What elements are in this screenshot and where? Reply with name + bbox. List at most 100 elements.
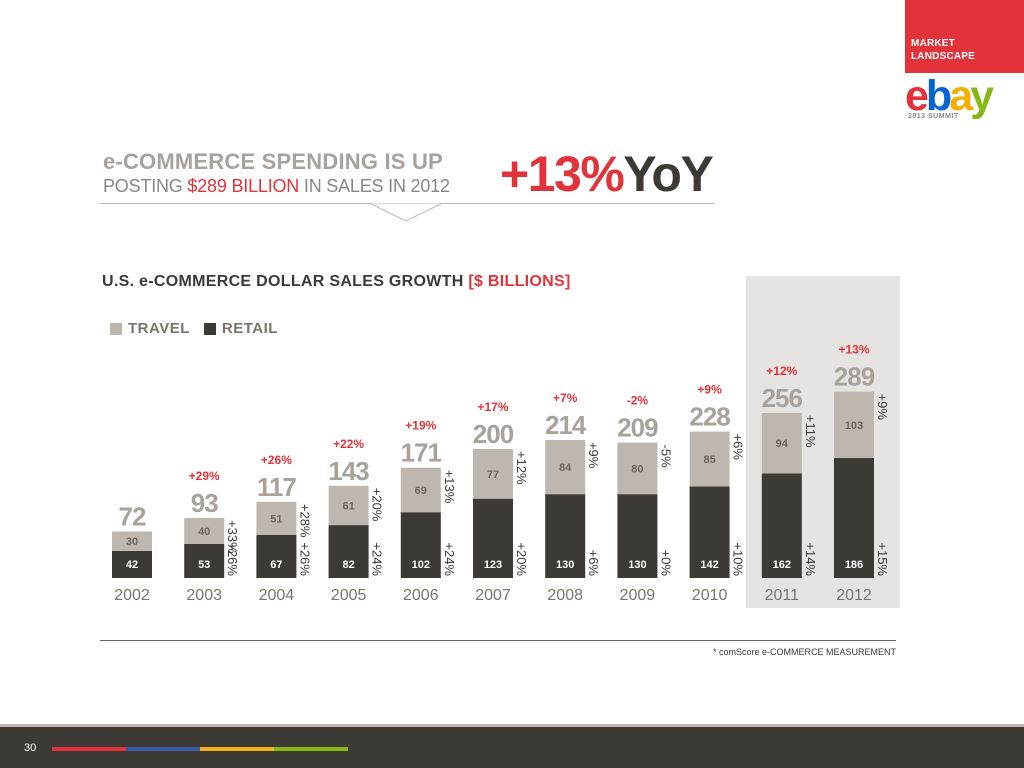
travel-growth-2003: +33% bbox=[225, 520, 240, 554]
retail-growth-2010: +10% bbox=[731, 542, 746, 576]
legend-label-retail: RETAIL bbox=[221, 320, 278, 337]
data-label-travel-2008: 84 bbox=[559, 462, 572, 474]
retail-growth-2006: +24% bbox=[442, 542, 457, 576]
x-tick-label-2004: 2004 bbox=[259, 587, 295, 604]
section-label-line2: LANDSCAPE bbox=[911, 51, 976, 62]
travel-growth-2008: +9% bbox=[586, 442, 601, 469]
retail-growth-2012: +15% bbox=[875, 542, 890, 576]
legend-swatch-retail bbox=[203, 322, 216, 335]
bar-travel-2002 bbox=[112, 531, 152, 551]
travel-growth-2012: +9% bbox=[875, 394, 890, 421]
subheadline-post: IN SALES IN 2012 bbox=[299, 176, 450, 196]
bar-retail-2004 bbox=[256, 534, 297, 578]
logo-letter-b: b bbox=[925, 72, 952, 120]
total-label-2004: 117 bbox=[257, 472, 296, 502]
x-tick-label-2010: 2010 bbox=[692, 587, 728, 604]
total-label-2012: 289 bbox=[834, 362, 875, 392]
travel-growth-2004: +28% bbox=[297, 504, 312, 538]
data-label-retail-2008: 130 bbox=[556, 559, 574, 571]
data-label-travel-2004: 51 bbox=[270, 513, 282, 525]
chart-baseline-rule bbox=[100, 640, 896, 641]
data-label-retail-2005: 82 bbox=[342, 559, 354, 571]
travel-growth-2011: +11% bbox=[803, 415, 818, 448]
total-growth-2005: +22% bbox=[333, 437, 364, 451]
retail-growth-2005: +24% bbox=[370, 542, 385, 576]
total-label-2005: 143 bbox=[328, 456, 369, 486]
bar-travel-2004 bbox=[256, 501, 297, 535]
bar-travel-2011 bbox=[761, 412, 802, 474]
yoy-callout: +13%YoY bbox=[500, 146, 714, 202]
divider-notch bbox=[370, 203, 442, 222]
total-growth-2008: +7% bbox=[553, 391, 578, 405]
subheadline-highlight: $289 BILLION bbox=[187, 176, 300, 196]
x-tick-label-2008: 2008 bbox=[547, 587, 583, 604]
total-label-2002: 72 bbox=[119, 502, 146, 532]
total-label-2008: 214 bbox=[545, 410, 587, 440]
data-label-retail-2004: 67 bbox=[270, 559, 282, 571]
total-label-2010: 228 bbox=[689, 402, 730, 432]
data-label-retail-2012: 186 bbox=[845, 559, 863, 571]
data-label-retail-2002: 42 bbox=[126, 559, 138, 571]
total-growth-2004: +26% bbox=[261, 453, 292, 467]
data-label-retail-2010: 142 bbox=[700, 559, 718, 571]
total-label-2006: 171 bbox=[401, 438, 442, 468]
headline: e-COMMERCE SPENDING IS UP bbox=[103, 149, 443, 174]
brand-stripes bbox=[52, 747, 348, 751]
retail-growth-2007: +20% bbox=[514, 542, 529, 576]
bar-travel-2005 bbox=[328, 485, 369, 526]
chart-title-unit: [$ BILLIONS] bbox=[468, 273, 571, 290]
legend-item-retail: RETAIL bbox=[203, 320, 278, 337]
chart-title-main: U.S. e-COMMERCE DOLLAR SALES GROWTH bbox=[102, 273, 469, 290]
logo-letter-e: e bbox=[905, 72, 929, 120]
bar-travel-2010 bbox=[689, 431, 730, 487]
bar-retail-2011 bbox=[761, 473, 802, 578]
chart-legend: TRAVEL RETAIL bbox=[110, 320, 292, 337]
brand-stripe-red bbox=[52, 747, 126, 751]
page-number: 30 bbox=[24, 742, 37, 754]
x-tick-label-2003: 2003 bbox=[186, 587, 222, 604]
legend-swatch-travel bbox=[110, 322, 122, 335]
logo-letter-a: a bbox=[949, 72, 973, 120]
retail-growth-2008: +6% bbox=[586, 550, 601, 577]
total-growth-2011: +12% bbox=[766, 364, 797, 378]
retail-growth-2009: +0% bbox=[658, 550, 673, 577]
data-label-travel-2009: 80 bbox=[631, 463, 643, 475]
legend-item-travel: TRAVEL bbox=[110, 320, 190, 337]
travel-growth-2010: +6% bbox=[731, 434, 746, 461]
data-label-retail-2006: 102 bbox=[412, 559, 430, 571]
retail-growth-2004: +26% bbox=[297, 542, 312, 576]
total-label-2007: 200 bbox=[473, 419, 514, 449]
data-label-retail-2003: 53 bbox=[198, 559, 210, 571]
total-growth-2006: +19% bbox=[405, 419, 436, 433]
bar-retail-2008 bbox=[545, 494, 586, 578]
x-tick-label-2011: 2011 bbox=[765, 587, 800, 604]
total-growth-2007: +17% bbox=[477, 400, 508, 414]
total-growth-2009: -2% bbox=[627, 394, 649, 408]
subheadline: POSTING $289 BILLION IN SALES IN 2012 bbox=[103, 176, 450, 196]
section-tab bbox=[905, 0, 1024, 73]
x-tick-label-2009: 2009 bbox=[620, 587, 656, 604]
x-tick-label-2007: 2007 bbox=[475, 587, 511, 604]
stacked-bar-chart: 4230722002534093+29%+26%+33%20036751117+… bbox=[112, 276, 900, 608]
section-label: MARKET LANDSCAPE bbox=[911, 37, 975, 63]
retail-growth-2003: +26% bbox=[225, 542, 240, 576]
yoy-percent: +13% bbox=[500, 146, 625, 202]
bar-retail-2002 bbox=[112, 550, 152, 578]
bar-retail-2012 bbox=[834, 458, 874, 578]
x-tick-label-2005: 2005 bbox=[331, 587, 367, 604]
data-label-travel-2011: 94 bbox=[776, 438, 789, 450]
source-footnote: * comScore e-COMMERCE MEASUREMENT bbox=[712, 647, 896, 657]
total-growth-2003: +29% bbox=[189, 469, 220, 483]
subheadline-pre: POSTING bbox=[103, 176, 188, 196]
bar-travel-2007 bbox=[473, 449, 513, 499]
data-label-travel-2012: 103 bbox=[845, 420, 863, 432]
footer-bar bbox=[0, 724, 1024, 768]
x-tick-label-2012: 2012 bbox=[836, 587, 872, 604]
bar-retail-2005 bbox=[328, 525, 369, 578]
section-label-line1: MARKET bbox=[911, 38, 955, 49]
data-label-retail-2011: 162 bbox=[773, 559, 791, 571]
logo-subtitle: 2013 SUMMIT bbox=[908, 113, 959, 120]
data-label-travel-2007: 77 bbox=[487, 469, 499, 481]
travel-growth-2007: +12% bbox=[514, 451, 529, 485]
bar-travel-2006 bbox=[400, 467, 441, 513]
